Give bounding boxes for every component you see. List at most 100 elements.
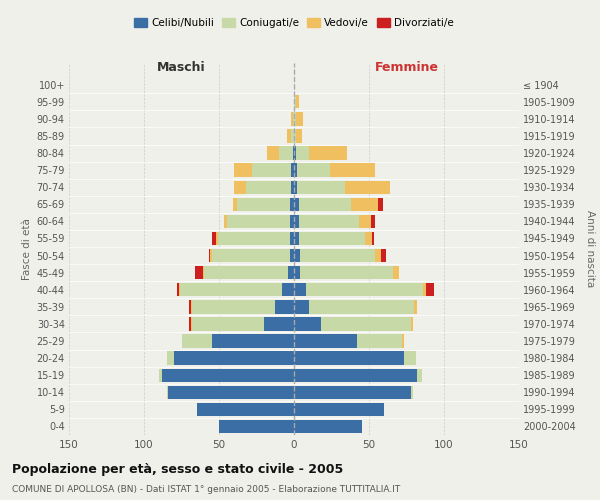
Y-axis label: Anni di nascita: Anni di nascita	[586, 210, 595, 288]
Bar	[234, 164, 252, 177]
Bar	[209, 249, 210, 262]
Bar	[402, 334, 404, 347]
Bar	[294, 198, 299, 211]
Bar	[212, 249, 290, 262]
Bar	[191, 318, 192, 330]
Bar	[296, 146, 309, 160]
Bar	[291, 130, 294, 142]
Bar	[297, 180, 345, 194]
Bar	[294, 232, 299, 245]
Bar	[210, 249, 212, 262]
Bar	[291, 164, 294, 177]
Bar	[351, 198, 378, 211]
Text: COMUNE DI APOLLOSA (BN) - Dati ISTAT 1° gennaio 2005 - Elaborazione TUTTITALIA.I: COMUNE DI APOLLOSA (BN) - Dati ISTAT 1° …	[12, 485, 400, 494]
Bar	[330, 164, 375, 177]
Bar	[309, 146, 347, 160]
Bar	[237, 198, 290, 211]
Text: Popolazione per età, sesso e stato civile - 2005: Popolazione per età, sesso e stato civil…	[12, 462, 343, 475]
Bar	[371, 214, 375, 228]
Bar	[411, 386, 413, 399]
Bar	[168, 386, 294, 399]
Bar	[174, 352, 294, 365]
Y-axis label: Fasce di età: Fasce di età	[22, 218, 32, 280]
Bar	[290, 249, 294, 262]
Bar	[294, 386, 411, 399]
Bar	[378, 198, 383, 211]
Bar	[294, 164, 297, 177]
Bar	[393, 266, 399, 280]
Bar	[287, 130, 291, 142]
Bar	[296, 95, 299, 108]
Bar	[167, 352, 174, 365]
Bar	[306, 283, 423, 296]
Bar	[234, 180, 246, 194]
Legend: Celibi/Nubili, Coniugati/e, Vedovi/e, Divorziati/e: Celibi/Nubili, Coniugati/e, Vedovi/e, Di…	[130, 14, 458, 32]
Bar	[294, 368, 417, 382]
Bar	[203, 266, 204, 280]
Bar	[218, 232, 290, 245]
Bar	[309, 300, 414, 314]
Bar	[290, 214, 294, 228]
Bar	[294, 334, 357, 347]
Bar	[288, 266, 294, 280]
Bar	[291, 180, 294, 194]
Bar	[162, 368, 294, 382]
Bar	[294, 420, 361, 433]
Bar	[294, 130, 296, 142]
Bar	[227, 214, 290, 228]
Bar	[290, 232, 294, 245]
Bar	[423, 283, 426, 296]
Bar	[233, 198, 237, 211]
Bar	[299, 214, 359, 228]
Bar	[293, 112, 294, 126]
Bar	[291, 112, 293, 126]
Bar	[294, 112, 296, 126]
Bar	[275, 300, 294, 314]
Bar	[294, 95, 296, 108]
Bar	[381, 249, 386, 262]
Text: Maschi: Maschi	[157, 61, 206, 74]
Bar	[375, 249, 381, 262]
Bar	[359, 214, 371, 228]
Bar	[167, 386, 168, 399]
Bar	[212, 232, 216, 245]
Bar	[192, 300, 275, 314]
Bar	[290, 198, 294, 211]
Bar	[189, 300, 191, 314]
Bar	[179, 283, 180, 296]
Bar	[426, 283, 433, 296]
Bar	[294, 352, 404, 365]
Bar	[417, 368, 421, 382]
Bar	[294, 249, 300, 262]
Bar	[195, 266, 203, 280]
Bar	[414, 300, 417, 314]
Bar	[252, 164, 291, 177]
Bar	[294, 402, 384, 416]
Bar	[177, 283, 179, 296]
Bar	[294, 214, 299, 228]
Bar	[357, 334, 402, 347]
Text: Femmine: Femmine	[374, 61, 439, 74]
Bar	[191, 300, 192, 314]
Bar	[345, 180, 390, 194]
Bar	[296, 112, 303, 126]
Bar	[212, 334, 294, 347]
Bar	[246, 180, 291, 194]
Bar	[189, 318, 191, 330]
Bar	[294, 146, 296, 160]
Bar	[294, 283, 306, 296]
Bar	[267, 146, 279, 160]
Bar	[223, 214, 227, 228]
Bar	[365, 232, 372, 245]
Bar	[411, 318, 413, 330]
Bar	[297, 164, 330, 177]
Bar	[159, 368, 162, 382]
Bar	[404, 352, 415, 365]
Bar	[197, 402, 294, 416]
Bar	[372, 232, 373, 245]
Bar	[282, 283, 294, 296]
Bar	[294, 180, 297, 194]
Bar	[321, 318, 411, 330]
Bar	[294, 266, 300, 280]
Bar	[300, 249, 375, 262]
